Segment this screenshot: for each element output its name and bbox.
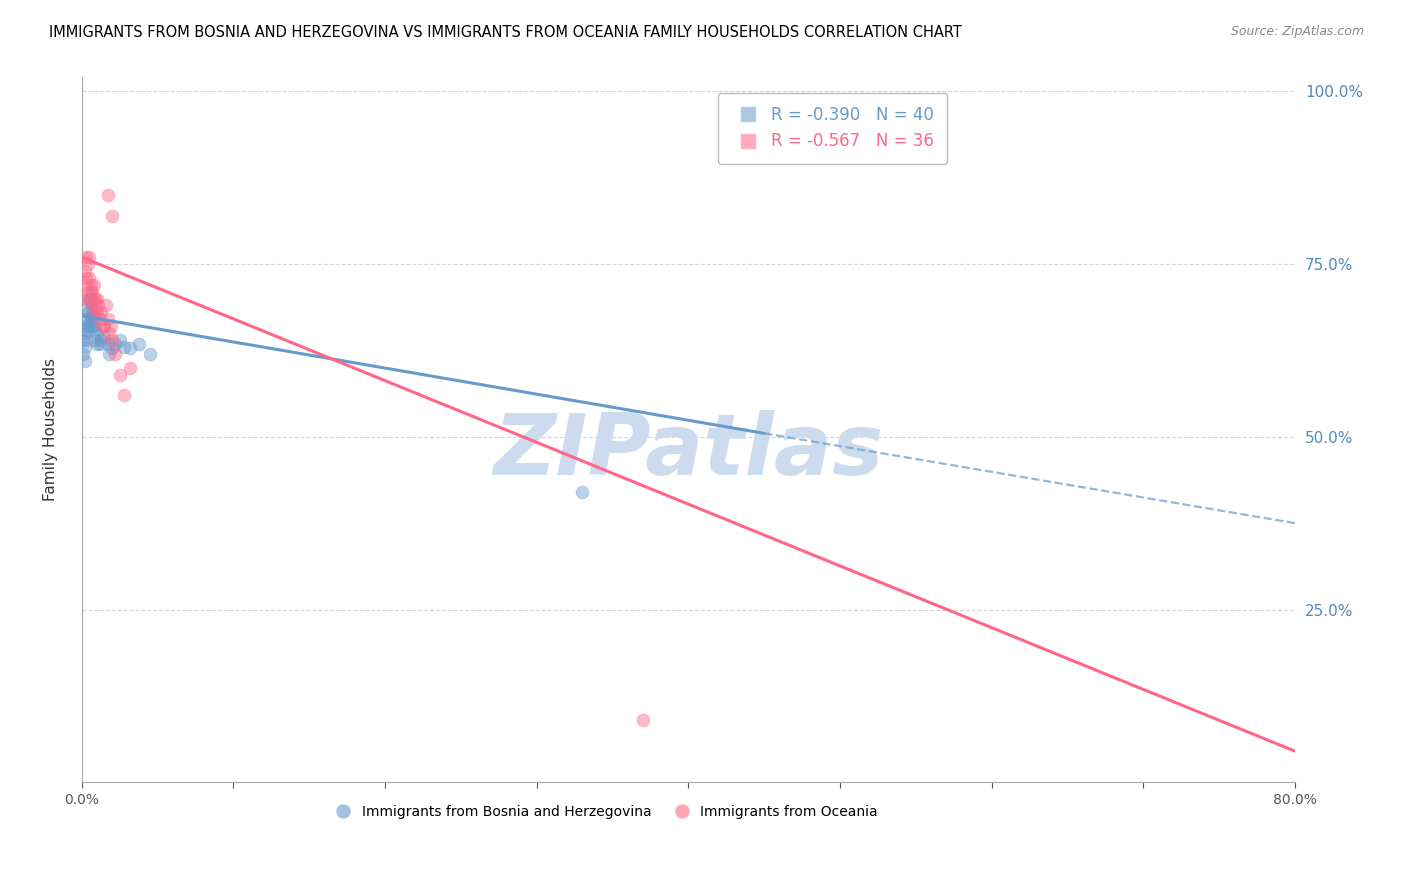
Point	[80, 277, 103, 292]
Point	[86, 292, 108, 306]
Point	[76, 319, 98, 334]
Point	[83, 309, 105, 323]
Point	[101, 209, 124, 223]
Point	[90, 305, 112, 319]
Point	[101, 333, 124, 347]
Point	[82, 305, 104, 319]
Point	[104, 336, 127, 351]
Point	[101, 342, 124, 356]
Point	[72, 292, 94, 306]
Point	[104, 347, 127, 361]
Point	[571, 485, 593, 500]
Point	[96, 336, 118, 351]
Text: IMMIGRANTS FROM BOSNIA AND HERZEGOVINA VS IMMIGRANTS FROM OCEANIA FAMILY HOUSEHO: IMMIGRANTS FROM BOSNIA AND HERZEGOVINA V…	[49, 25, 962, 40]
Point	[90, 333, 112, 347]
Point	[73, 277, 96, 292]
Point	[76, 285, 98, 299]
Point	[96, 188, 118, 202]
Point	[98, 326, 121, 340]
Text: Source: ZipAtlas.com: Source: ZipAtlas.com	[1230, 25, 1364, 38]
Point	[82, 285, 104, 299]
Point	[79, 270, 101, 285]
Point	[75, 323, 97, 337]
Point	[75, 270, 97, 285]
Point	[98, 347, 121, 361]
Point	[76, 257, 98, 271]
Point	[84, 292, 107, 306]
Point	[112, 340, 135, 354]
Point	[100, 319, 122, 334]
Point	[79, 250, 101, 264]
Point	[631, 713, 654, 727]
Point	[80, 285, 103, 299]
Point	[86, 336, 108, 351]
Text: ZIPatlas: ZIPatlas	[494, 409, 883, 492]
Point	[79, 316, 101, 330]
Point	[80, 295, 103, 310]
Point	[120, 342, 142, 356]
Point	[79, 305, 101, 319]
Point	[139, 347, 162, 361]
Point	[94, 298, 117, 312]
Point	[79, 292, 101, 306]
Point	[120, 360, 142, 375]
Point	[93, 329, 115, 343]
Point	[73, 326, 96, 340]
Point	[72, 347, 94, 361]
Point	[89, 312, 111, 326]
Point	[82, 298, 104, 312]
Point	[82, 319, 104, 334]
Point	[73, 353, 96, 368]
Point	[86, 326, 108, 340]
Point	[84, 323, 107, 337]
Point	[75, 250, 97, 264]
Point	[86, 305, 108, 319]
Point	[108, 333, 131, 347]
Point	[72, 333, 94, 347]
Point	[112, 388, 135, 402]
Point	[73, 340, 96, 354]
Point	[82, 312, 104, 326]
Point	[87, 298, 110, 312]
Point	[89, 336, 111, 351]
Legend: Immigrants from Bosnia and Herzegovina, Immigrants from Oceania: Immigrants from Bosnia and Herzegovina, …	[323, 799, 883, 825]
Point	[75, 333, 97, 347]
Point	[76, 295, 98, 310]
Point	[84, 333, 107, 347]
Point	[84, 305, 107, 319]
Point	[96, 312, 118, 326]
Point	[76, 305, 98, 319]
Point	[80, 309, 103, 323]
Point	[108, 368, 131, 382]
Point	[83, 292, 105, 306]
Point	[73, 264, 96, 278]
Point	[75, 319, 97, 334]
Point	[80, 292, 103, 306]
Y-axis label: Family Households: Family Households	[44, 359, 58, 501]
Point	[83, 319, 105, 334]
Point	[91, 319, 114, 334]
Point	[83, 277, 105, 292]
Point	[128, 336, 150, 351]
Point	[75, 312, 97, 326]
Point	[93, 319, 115, 334]
